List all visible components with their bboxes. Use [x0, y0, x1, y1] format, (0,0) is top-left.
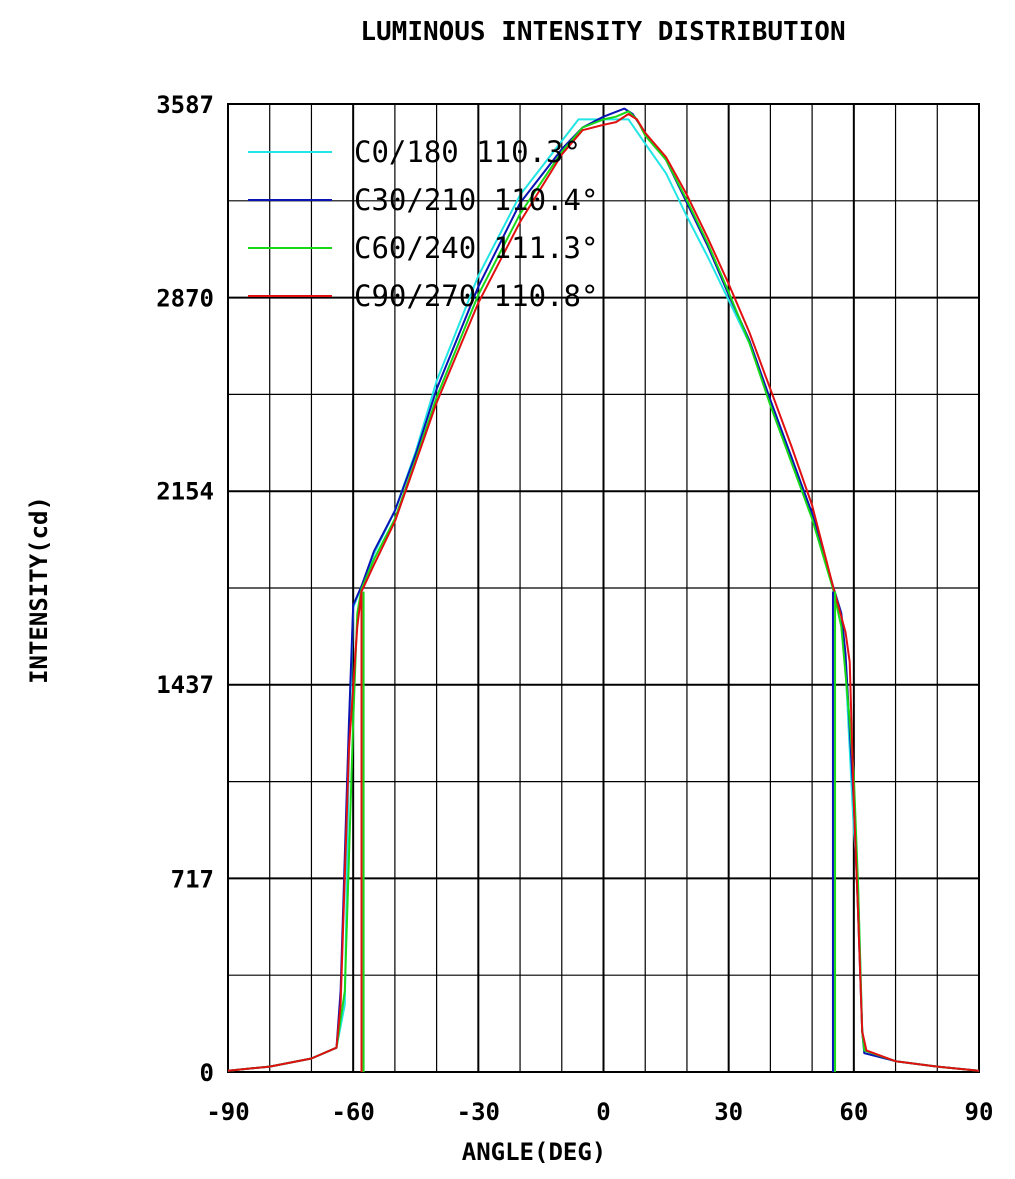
legend-label-1: C30/210 110.4° [354, 183, 598, 217]
y-tick-label: 0 [200, 1059, 214, 1087]
x-tick-label: 30 [714, 1098, 743, 1126]
y-axis-title: INTENSITY(cd) [25, 496, 53, 684]
x-tick-label: -90 [206, 1098, 249, 1126]
y-tick-label: 717 [171, 866, 214, 894]
grid [227, 103, 980, 1073]
legend-label-2: C60/240 111.3° [354, 231, 598, 265]
plot-frame [227, 103, 980, 1073]
y-tick-label: 2154 [156, 478, 214, 506]
legend: C0/180 110.3° C30/210 110.4° C60/240 111.3… [248, 135, 598, 313]
x-axis-title: ANGLE(DEG) [462, 1138, 607, 1166]
x-tick-label: 60 [839, 1098, 868, 1126]
legend-label-0: C0/180 110.3° [354, 135, 581, 169]
series-line-3 [227, 113, 980, 1072]
x-tick-label: 90 [965, 1098, 994, 1126]
y-tick-label: 3587 [156, 91, 214, 119]
x-tick-label: -60 [331, 1098, 374, 1126]
legend-label-3: C90/270 110.8° [354, 279, 598, 313]
x-tick-label: 0 [596, 1098, 610, 1126]
y-tick-label: 1437 [156, 671, 214, 699]
tick-labels: -90 -60 -30 0 30 60 90 0 717 1437 2154 2870 3587 [156, 91, 993, 1126]
series-lines [227, 107, 980, 1072]
x-tick-label: -30 [457, 1098, 500, 1126]
chart-title: LUMINOUS INTENSITY DISTRIBUTION [360, 17, 845, 47]
y-tick-label: 2870 [156, 284, 214, 312]
